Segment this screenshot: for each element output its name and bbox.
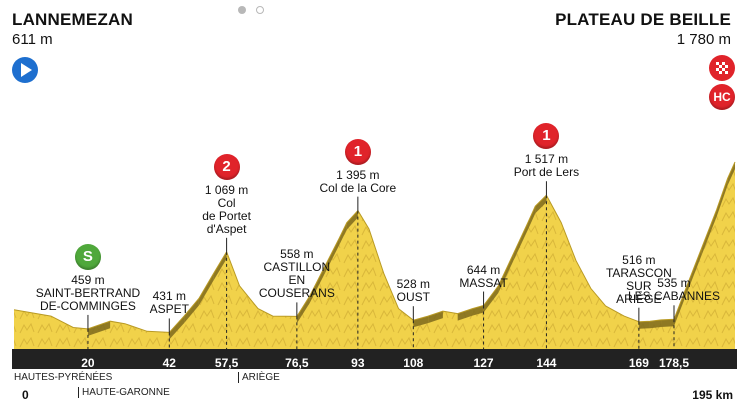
km-tick-label: 169 — [628, 356, 649, 370]
location-name-line: Col — [217, 195, 236, 210]
start-name: LANNEMEZAN — [12, 10, 133, 29]
climb-slope-band — [87, 321, 111, 336]
climb-slope-band — [428, 311, 443, 324]
start-altitude: 611 m — [12, 31, 53, 48]
location-label: 1 517 m Port de Lers — [514, 153, 579, 179]
climb-slope-band — [413, 316, 429, 328]
location-name-line: de Portet — [202, 208, 251, 223]
climb-category-badge: 1 — [533, 123, 560, 150]
km-tick-label: 42 — [162, 356, 176, 370]
terrain-area — [14, 162, 735, 349]
location-altitude: 558 m — [280, 247, 314, 262]
location-label: 459 m SAINT-BERTRAND DE-COMMINGES — [35, 272, 141, 313]
climb-slope-band — [309, 266, 325, 303]
finish-name: PLATEAU DE BEILLE — [555, 10, 731, 29]
location-name-line: COUSERANS — [258, 286, 335, 301]
hc-category-badge: HC — [709, 84, 735, 110]
axis-end-label: 195 km — [692, 388, 733, 402]
start-play-icon — [12, 57, 38, 83]
climb-slope-band — [324, 237, 340, 274]
km-tick-label: 57,5 — [214, 356, 239, 370]
location-altitude: 1 069 m — [204, 182, 249, 197]
km-tick-label: 93 — [351, 356, 365, 370]
location-name-line: SUR — [626, 278, 652, 293]
location-label: 558 m CASTILLON EN COUSERANS — [259, 248, 335, 300]
location-altitude: 1 517 m — [524, 152, 569, 167]
region-ariege: ARIÈGE — [238, 372, 280, 383]
climb-slope-band — [727, 162, 735, 186]
km-tick-label: 144 — [536, 356, 557, 370]
location-label: 1 069 m Col de Portet d'Aspet — [202, 182, 251, 236]
climb-slope-band — [701, 210, 717, 255]
climb-category-badge: 1 — [344, 138, 371, 165]
location-name-line: MASSAT — [459, 275, 508, 290]
axis-start-label: 0 — [22, 388, 29, 402]
climb-slope-band — [198, 273, 214, 306]
climb-slope-band — [686, 247, 702, 293]
location-name-line: DE-COMMINGES — [39, 298, 136, 313]
region-haute-garonne: HAUTE-GARONNE — [78, 387, 170, 398]
location-name-line: TARASCON — [605, 265, 672, 280]
carousel-dots[interactable] — [238, 1, 270, 19]
carousel-dot-active[interactable] — [238, 6, 246, 14]
climb-category-badge: S — [74, 243, 101, 270]
climb-slope-band — [535, 195, 547, 214]
climb-slope-band — [638, 321, 650, 329]
location-altitude: 516 m — [622, 252, 656, 267]
location-label: 431 m ASPET — [150, 290, 189, 316]
climb-slope-band — [169, 316, 185, 340]
climb-slope-band — [498, 254, 514, 293]
km-tick-label: 76,5 — [285, 356, 309, 370]
climb-slope-band — [346, 210, 358, 230]
climb-slope-band — [527, 206, 536, 230]
location-name-line: d'Aspet — [206, 221, 247, 236]
location-label: 1 395 m Col de la Core — [319, 167, 397, 195]
location-altitude: 431 m — [152, 289, 186, 304]
km-tick-label: 108 — [403, 356, 424, 370]
region-hautes-pyrenees: HAUTES-PYRÉNÉES — [14, 372, 113, 383]
location-name-line: SAINT-BERTRAND — [35, 285, 141, 300]
carousel-dot[interactable] — [256, 6, 265, 14]
climb-slope-band — [339, 222, 347, 245]
location-name-line: LES CABANNES — [627, 289, 721, 304]
location-label: 528 m OUST — [397, 278, 430, 304]
location-altitude: 528 m — [396, 277, 430, 292]
km-tick-label: 127 — [473, 356, 494, 370]
km-tick-label: 20 — [81, 356, 95, 370]
climb-slope-band — [661, 319, 674, 327]
location-label: 644 m MASSAT — [459, 262, 508, 290]
climb-slope-band — [184, 298, 199, 324]
location-name-line: Port de Lers — [513, 165, 580, 180]
location-altitude: 535 m — [657, 276, 691, 291]
climb-slope-band — [513, 222, 528, 262]
location-name-line: CASTILLON — [263, 260, 331, 275]
climb-slope-band — [296, 295, 310, 324]
climb-slope-band — [649, 319, 662, 329]
km-tick-label: 178,5 — [658, 356, 689, 370]
location-name-line: EN — [288, 273, 306, 288]
km-axis-bar — [12, 349, 737, 369]
climb-slope-band — [457, 308, 473, 321]
location-name-line: OUST — [396, 290, 430, 305]
location-name-line: Col de la Core — [319, 180, 397, 195]
climb-slope-band — [673, 285, 687, 327]
climb-slope-band — [483, 285, 499, 313]
location-altitude: 1 395 m — [336, 167, 380, 182]
location-name-line: ARIÈGE — [616, 291, 662, 306]
climb-slope-band — [716, 178, 728, 218]
finish-flag-icon — [709, 55, 735, 81]
location-label: 516 m TARASCON SUR ARIÈGE — [605, 252, 672, 306]
location-altitude: 459 m — [71, 272, 105, 287]
finish-altitude: 1 780 m — [676, 31, 731, 48]
location-name-line: ASPET — [149, 302, 189, 317]
location-label: 535 m LES CABANNES — [628, 277, 720, 303]
climb-slope-band — [213, 251, 227, 281]
location-altitude: 644 m — [466, 262, 501, 277]
climb-category-badge: 2 — [213, 153, 240, 180]
